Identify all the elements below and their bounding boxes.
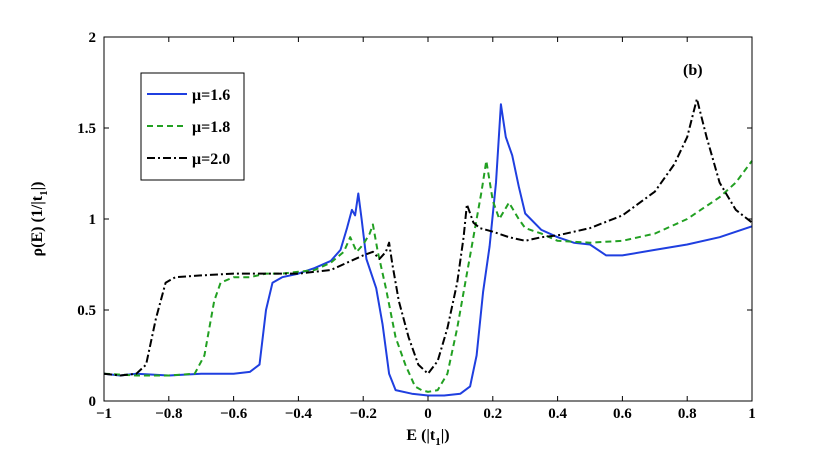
series-line (103, 159, 753, 393)
x-axis-label: E (|t1|) (406, 427, 449, 448)
legend-label: μ=2.0 (192, 151, 230, 168)
x-tick-label: 0.4 (548, 406, 567, 422)
x-tick-label: −0.8 (155, 406, 182, 422)
y-axis-ticks: 0 0.5 1 1.5 2 (77, 30, 752, 410)
x-tick-label: 0.6 (613, 406, 632, 422)
x-tick-label: −1 (96, 406, 112, 422)
x-tick-label: 0 (424, 406, 432, 422)
x-tick-label: 0.2 (483, 406, 502, 422)
y-tick-label: 1.5 (77, 121, 96, 137)
x-tick-label: −0.2 (350, 406, 377, 422)
x-tick-label: −0.4 (285, 406, 313, 422)
legend: μ=1.6 μ=1.8 μ=2.0 (140, 72, 245, 181)
y-tick-label: 2 (89, 30, 97, 46)
x-axis-ticks: −1 −0.8 −0.6 −0.4 −0.2 0 0.2 0.4 0.6 0.8 1 (96, 37, 756, 422)
annotation-label: (b) (683, 62, 703, 79)
series-line (103, 103, 753, 397)
series-line (103, 97, 753, 377)
y-tick-label: 0 (89, 394, 97, 410)
x-tick-label: 0.8 (678, 406, 697, 422)
x-tick-label: 1 (748, 406, 756, 422)
legend-items: μ=1.6 μ=1.8 μ=2.0 (147, 87, 230, 168)
x-tick-label: −0.6 (220, 406, 248, 422)
legend-label: μ=1.8 (192, 119, 230, 136)
y-tick-label: 0.5 (77, 303, 96, 319)
y-tick-label: 1 (89, 212, 97, 228)
legend-label: μ=1.6 (192, 87, 230, 104)
y-axis-label: ρ(E) (1/|t1|) (29, 182, 50, 257)
series-layer (103, 97, 753, 397)
